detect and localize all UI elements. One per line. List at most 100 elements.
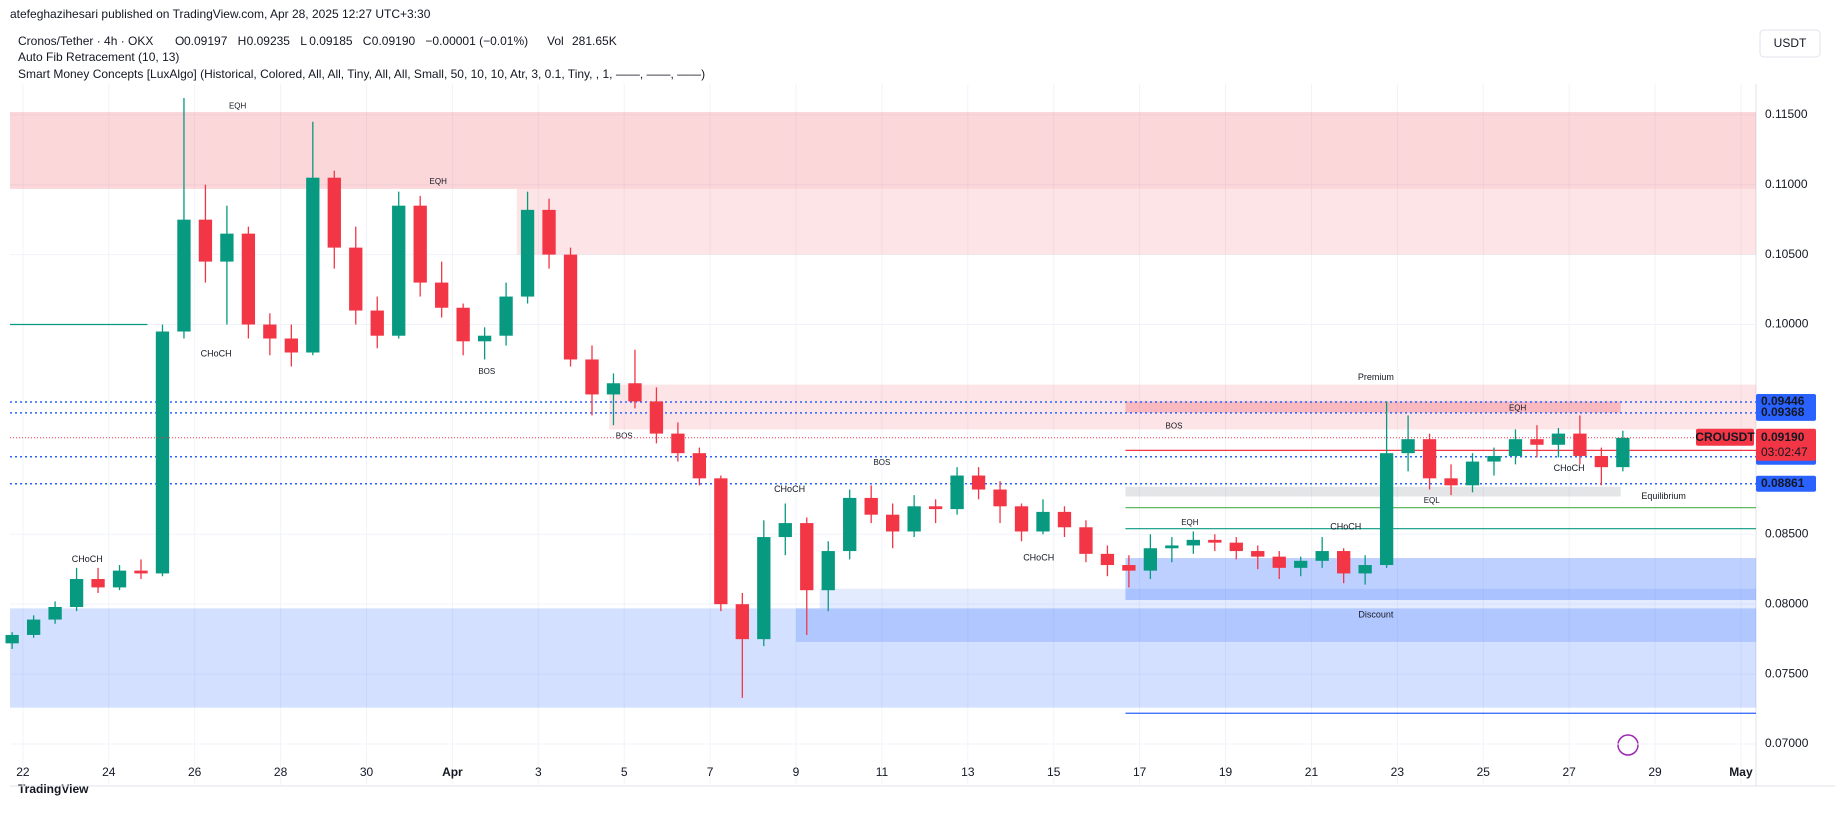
y-tick-label: 0.11500	[1765, 107, 1808, 121]
candle-body	[370, 310, 384, 336]
annotation: EQH	[229, 101, 247, 110]
x-tick-label: May	[1729, 765, 1753, 779]
x-tick-label: 23	[1391, 765, 1405, 779]
last-price-label: 0.09190	[1761, 430, 1805, 444]
candle-body	[1508, 439, 1523, 456]
x-tick-label: 21	[1305, 765, 1319, 779]
legend-key: Vol	[547, 34, 564, 48]
candle-body	[1487, 455, 1501, 462]
legend-value: 0.09190	[372, 34, 416, 48]
y-tick-label: 0.10000	[1765, 317, 1809, 331]
candle-body	[907, 506, 921, 532]
candle-body	[198, 219, 213, 262]
candle-body	[1422, 439, 1437, 479]
currency-button[interactable]	[1759, 29, 1821, 58]
candle-body	[48, 606, 62, 620]
candle-body	[1444, 478, 1458, 486]
candle-body	[1530, 439, 1544, 445]
candle-body	[349, 247, 363, 311]
zone	[10, 608, 1756, 708]
candle-body	[864, 497, 878, 515]
candle-body	[1594, 455, 1609, 468]
annotation: BOS	[873, 458, 890, 467]
candle-body	[1229, 542, 1243, 552]
legend-key: O	[175, 34, 184, 48]
price-badge	[1756, 475, 1816, 492]
x-tick-label: 17	[1133, 765, 1147, 779]
legend-key: L	[300, 34, 307, 48]
candle-body	[1294, 560, 1308, 568]
candle-body	[714, 478, 728, 605]
candle-body	[155, 331, 170, 574]
price-badge-label: 0.09368	[1761, 405, 1805, 419]
candle-body	[241, 233, 256, 325]
legend-value: 0.09235	[247, 34, 291, 48]
candle-body	[26, 619, 41, 635]
candle-body	[435, 282, 449, 308]
price-badge-label: 0.08861	[1761, 476, 1805, 490]
x-tick-label: Apr	[442, 765, 463, 779]
candle-body	[606, 383, 621, 395]
candle-body	[1379, 453, 1394, 566]
annotation: Discount	[1358, 610, 1394, 620]
annotation: BOS	[616, 431, 633, 440]
candle-body	[1272, 556, 1286, 568]
annotation: EQH	[1181, 518, 1199, 527]
candle-body	[800, 523, 814, 591]
annotation: BOS	[478, 367, 495, 376]
x-tick-label: 28	[274, 765, 288, 779]
candle-body	[1122, 565, 1136, 571]
candle-body	[1208, 539, 1222, 543]
zone	[1125, 401, 1621, 413]
zone	[796, 608, 1756, 642]
candle-body	[306, 177, 320, 353]
alert-icon[interactable]	[1617, 734, 1639, 756]
annotation: CHoCH	[1023, 552, 1054, 562]
x-tick-label: 24	[102, 765, 116, 779]
footer-brand: TradingView	[18, 782, 89, 796]
candle-body	[649, 401, 664, 434]
symbol-badge	[1696, 428, 1754, 446]
zone	[819, 588, 1756, 609]
candle-body	[134, 570, 148, 574]
y-tick-label: 0.08000	[1765, 596, 1809, 610]
candle-body	[757, 537, 771, 640]
x-tick-label: 19	[1219, 765, 1233, 779]
candle-body	[671, 433, 685, 454]
publisher: atefeghazihesari published on TradingVie…	[10, 7, 431, 21]
y-tick-label: 0.07500	[1765, 666, 1809, 680]
annotation: Premium	[1358, 372, 1394, 382]
countdown: 03:02:47	[1761, 445, 1808, 459]
symbol-label: CROUSDT	[1695, 430, 1755, 444]
chart-title: Cronos/Tether · 4h · OKX	[18, 34, 153, 48]
candle-body	[1186, 539, 1200, 546]
candle-body	[735, 604, 749, 640]
candle-body	[520, 209, 535, 297]
zone	[1125, 558, 1756, 600]
x-tick-label: 5	[621, 765, 628, 779]
annotation: EQL	[1424, 496, 1441, 505]
candle-body	[843, 497, 857, 552]
annotation: EQH	[1509, 404, 1527, 413]
candle-body	[327, 177, 341, 248]
candle-body	[1100, 553, 1115, 566]
candle-body	[993, 489, 1007, 507]
annotation: CHoCH	[72, 554, 103, 564]
currency[interactable]: USDT	[1774, 36, 1807, 50]
annotation: EQH	[430, 177, 448, 186]
candle-body	[392, 205, 406, 336]
last-price-badge	[1756, 428, 1816, 461]
candle-body	[112, 570, 127, 588]
x-tick-label: 22	[16, 765, 30, 779]
candle-body	[499, 296, 513, 336]
legend-key: H	[238, 34, 247, 48]
price-badge	[1756, 404, 1816, 421]
candle-body	[628, 383, 642, 402]
candle-body	[477, 335, 492, 342]
candle-body	[1616, 437, 1630, 468]
candle-body	[1165, 545, 1179, 549]
candle-body	[1079, 527, 1093, 554]
candle-body	[1014, 506, 1029, 532]
